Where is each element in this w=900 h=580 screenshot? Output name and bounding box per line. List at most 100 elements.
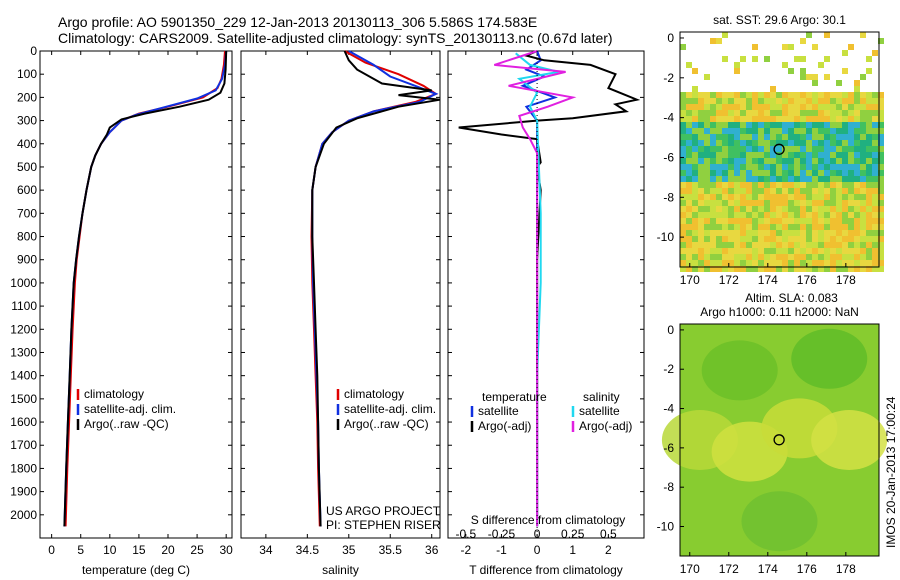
sst-cell xyxy=(704,176,710,182)
sst-cell xyxy=(872,152,878,158)
sst-cell xyxy=(746,224,752,230)
sst-cell xyxy=(764,248,770,254)
sst-cell xyxy=(734,254,740,260)
sst-cell xyxy=(788,164,794,170)
sst-cell xyxy=(716,158,722,164)
sst-cell xyxy=(866,182,872,188)
sst-cell xyxy=(686,116,692,122)
sst-cell xyxy=(686,146,692,152)
sst-cell xyxy=(818,254,824,260)
sst-cell xyxy=(806,176,812,182)
sst-cell xyxy=(878,92,884,98)
sst-cell xyxy=(722,188,728,194)
sst-cell xyxy=(728,134,734,140)
sst-cell xyxy=(722,98,728,104)
sst-cell xyxy=(806,74,812,80)
sst-cell xyxy=(692,218,698,224)
sst-cell xyxy=(764,242,770,248)
sst-cell xyxy=(728,110,734,116)
sst-cell xyxy=(854,104,860,110)
sst-cell xyxy=(722,32,728,38)
sst-cell xyxy=(824,242,830,248)
sst-cell xyxy=(710,236,716,242)
sst-cell xyxy=(782,260,788,266)
sst-cell xyxy=(698,260,704,266)
sst-cell xyxy=(842,218,848,224)
sst-cell xyxy=(800,74,806,80)
sst-cell xyxy=(746,98,752,104)
sst-cell xyxy=(788,116,794,122)
sst-cell xyxy=(782,212,788,218)
sst-cell xyxy=(782,98,788,104)
sst-cell xyxy=(704,98,710,104)
sst-cell xyxy=(740,92,746,98)
sst-cell xyxy=(788,68,794,74)
sst-cell xyxy=(866,56,872,62)
sst-cell xyxy=(698,236,704,242)
sst-cell xyxy=(692,140,698,146)
sst-cell xyxy=(764,230,770,236)
sst-cell xyxy=(830,92,836,98)
sst-cell xyxy=(770,122,776,128)
sst-cell xyxy=(794,92,800,98)
sst-cell xyxy=(710,260,716,266)
sst-cell xyxy=(680,104,686,110)
sst-cell xyxy=(806,110,812,116)
sst-cell xyxy=(824,206,830,212)
sst-cell xyxy=(752,188,758,194)
sst-cell xyxy=(740,110,746,116)
sst-cell xyxy=(752,224,758,230)
sst-cell xyxy=(842,68,848,74)
sst-cell xyxy=(770,92,776,98)
sst-cell xyxy=(752,230,758,236)
sst-cell xyxy=(776,158,782,164)
salinity-series-line xyxy=(311,50,439,527)
sst-cell xyxy=(830,140,836,146)
sst-cell xyxy=(872,110,878,116)
sst-cell xyxy=(848,170,854,176)
sst-cell xyxy=(686,104,692,110)
sst-cell xyxy=(704,230,710,236)
sst-cell xyxy=(680,224,686,230)
sst-cell xyxy=(824,248,830,254)
sst-cell xyxy=(854,176,860,182)
sst-cell xyxy=(704,254,710,260)
sst-cell xyxy=(848,218,854,224)
sst-cell xyxy=(848,194,854,200)
sst-cell xyxy=(740,176,746,182)
sst-cell xyxy=(878,260,884,266)
sst-cell xyxy=(740,224,746,230)
sst-cell xyxy=(806,104,812,110)
sst-cell xyxy=(800,236,806,242)
sst-cell xyxy=(770,224,776,230)
sst-cell xyxy=(704,164,710,170)
sst-cell xyxy=(764,236,770,242)
sst-cell xyxy=(788,134,794,140)
sst-cell xyxy=(830,98,836,104)
sst-cell xyxy=(740,104,746,110)
sst-cell xyxy=(716,260,722,266)
sst-cell xyxy=(764,128,770,134)
sst-cell xyxy=(776,212,782,218)
sst-cell xyxy=(686,128,692,134)
sst-cell xyxy=(680,146,686,152)
sst-cell xyxy=(872,146,878,152)
sst-cell xyxy=(716,140,722,146)
sst-cell xyxy=(818,212,824,218)
sst-cell xyxy=(704,218,710,224)
sst-cell xyxy=(794,182,800,188)
sst-cell xyxy=(692,212,698,218)
sst-cell xyxy=(716,110,722,116)
sst-cell xyxy=(830,218,836,224)
sst-cell xyxy=(866,242,872,248)
sst-cell xyxy=(752,170,758,176)
sst-cell xyxy=(758,122,764,128)
salinity-plot-frame xyxy=(240,50,441,539)
sst-cell xyxy=(848,158,854,164)
sst-cell xyxy=(860,122,866,128)
sst-cell xyxy=(830,158,836,164)
sst-cell xyxy=(794,158,800,164)
sla-map-title: Altim. SLA: 0.083 xyxy=(745,291,838,305)
sst-cell xyxy=(872,128,878,134)
sst-cell xyxy=(728,152,734,158)
